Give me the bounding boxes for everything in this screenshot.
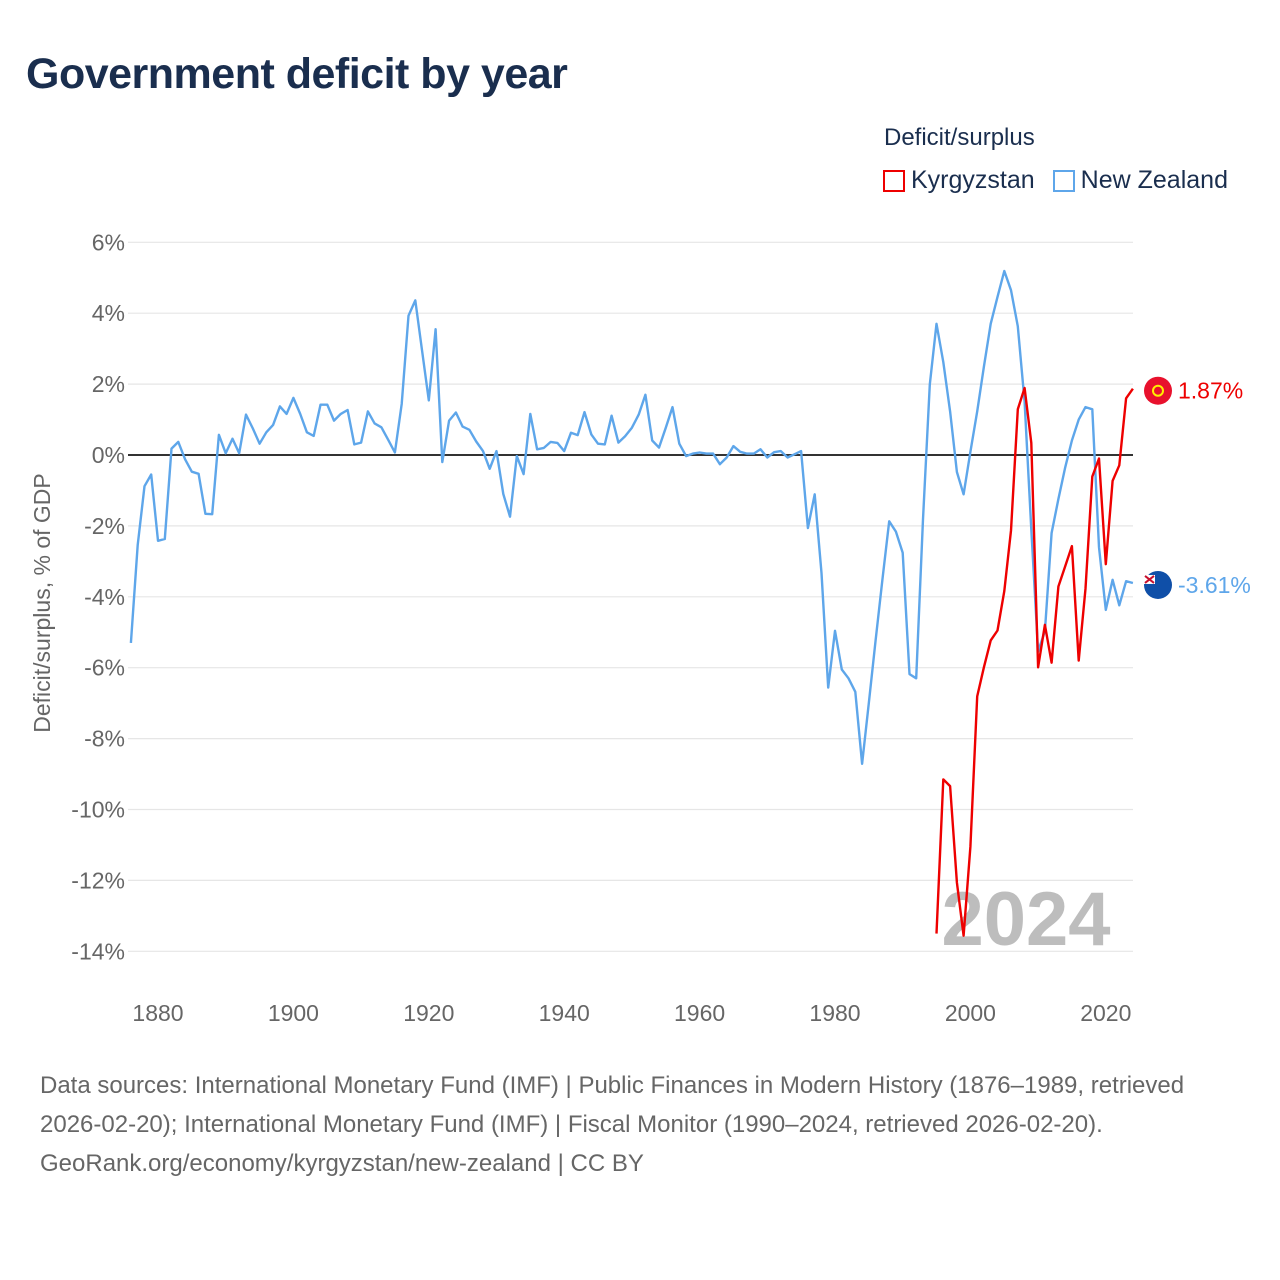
- y-tick-label: 4%: [92, 300, 125, 326]
- legend-item-new-zealand[interactable]: New Zealand: [1052, 166, 1228, 195]
- credit-link[interactable]: GeoRank.org/economy/kyrgyzstan/new-zeala…: [40, 1150, 644, 1177]
- x-tick-label: 1880: [132, 1000, 183, 1026]
- x-tick-label: 1920: [403, 1000, 454, 1026]
- y-tick-label: -14%: [71, 938, 125, 964]
- chart-title: Government deficit by year: [26, 50, 568, 98]
- legend-label: Kyrgyzstan: [911, 166, 1035, 194]
- y-tick-label: 2%: [92, 371, 125, 397]
- x-tick-label: 1900: [268, 1000, 319, 1026]
- series-line-kyrgyzstan: [935, 386, 1134, 937]
- year-watermark: 2024: [941, 877, 1110, 962]
- flag-icon-new-zealand: [1144, 570, 1172, 599]
- legend-title: Deficit/surplus: [884, 124, 1035, 151]
- legend-swatch-kyrgyzstan: [883, 169, 905, 192]
- y-tick-label: 0%: [92, 442, 125, 468]
- legend: Kyrgyzstan New Zealand: [883, 166, 1228, 195]
- y-axis-label: Deficit/surplus, % of GDP: [29, 473, 55, 732]
- x-tick-label: 1960: [674, 1000, 725, 1026]
- x-tick-label: 1980: [809, 1000, 860, 1026]
- x-tick-label: 2000: [945, 1000, 996, 1026]
- x-tick-label: 1940: [539, 1000, 590, 1026]
- legend-label: New Zealand: [1080, 166, 1228, 194]
- y-tick-label: 6%: [92, 229, 125, 255]
- y-tick-label: -4%: [84, 584, 125, 610]
- series-line-new-zealand: [129, 269, 1134, 765]
- y-tick-label: -12%: [71, 867, 125, 893]
- legend-item-kyrgyzstan[interactable]: Kyrgyzstan: [883, 166, 1035, 195]
- end-value-label: -3.61%: [1178, 572, 1251, 598]
- y-tick-label: -8%: [84, 726, 125, 752]
- data-sources: Data sources: International Monetary Fun…: [40, 1072, 1185, 1138]
- y-tick-label: -6%: [84, 655, 125, 681]
- y-tick-label: -2%: [84, 513, 125, 539]
- x-tick-label: 2020: [1080, 1000, 1131, 1026]
- legend-swatch-new-zealand: [1052, 169, 1075, 192]
- y-tick-label: -10%: [71, 797, 125, 823]
- footer: Data sources: International Monetary Fun…: [40, 1066, 1240, 1183]
- end-value-label: 1.87%: [1178, 378, 1243, 404]
- flag-icon-kyrgyzstan: [1144, 376, 1172, 405]
